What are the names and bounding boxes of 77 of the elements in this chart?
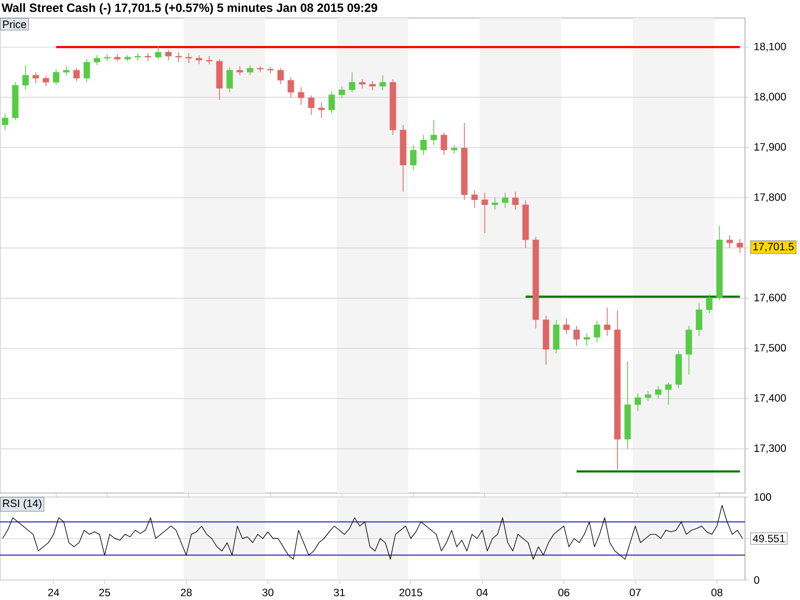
candlestick <box>706 294 712 314</box>
x-tick-label: 30 <box>262 588 274 596</box>
x-tick-label: 08 <box>711 588 722 596</box>
candlestick <box>430 120 437 146</box>
y-tick-label: 18,000 <box>754 92 786 102</box>
x-tick-label: 24 <box>48 588 60 596</box>
candlestick <box>420 134 427 156</box>
candlestick <box>736 238 744 254</box>
y-tick-label: 17,600 <box>754 294 786 303</box>
candlestick <box>573 325 580 346</box>
candlestick <box>492 197 498 210</box>
candlestick <box>236 66 244 76</box>
candlestick <box>584 332 590 346</box>
y-tick-label: 17,300 <box>754 444 786 454</box>
candlestick <box>644 390 652 402</box>
y-tick-label: 17,500 <box>754 344 786 353</box>
x-tick-label: 31 <box>334 588 345 596</box>
candlestick <box>226 66 233 93</box>
candlestick <box>42 76 50 87</box>
chart-title: Wall Street Cash (-) 17,701.5 (+0.57%) 5 minutes Jan 08 2015 09:29 <box>2 3 378 14</box>
candlestick <box>186 52 192 64</box>
y-tick-label: 17,900 <box>754 143 786 152</box>
candlestick <box>696 302 702 336</box>
x-tick-label: 04 <box>476 588 488 596</box>
candlestick <box>94 54 100 66</box>
candlestick <box>288 76 294 98</box>
candlestick <box>634 393 642 412</box>
candlestick <box>84 58 90 83</box>
candlestick <box>594 320 600 343</box>
candlestick <box>369 80 376 91</box>
candlestick <box>665 382 672 406</box>
candlestick <box>32 72 39 84</box>
candlestick <box>348 72 356 93</box>
candlestick <box>338 86 346 99</box>
x-tick-label: 25 <box>99 588 110 596</box>
candlestick <box>380 74 386 91</box>
candlestick <box>277 68 284 85</box>
candlestick <box>328 90 335 114</box>
candlestick <box>22 64 29 90</box>
candlestick <box>471 190 478 208</box>
candlestick <box>359 78 366 89</box>
candlestick <box>655 386 662 399</box>
candlestick <box>563 318 570 335</box>
y-tick-label: 0 <box>754 576 760 584</box>
text: 49.551 <box>752 534 785 542</box>
y-tick-label: 17,800 <box>754 193 786 202</box>
candlestick <box>52 68 60 86</box>
y-axis-title: RSI (14) <box>3 499 42 510</box>
x-tick-label: 28 <box>180 588 192 596</box>
candlestick <box>512 191 519 210</box>
candlestick <box>440 132 448 156</box>
y-axis-title: Price <box>3 20 26 28</box>
text: 17,701.5 <box>753 242 794 252</box>
candlestick <box>165 50 172 61</box>
candlestick <box>308 94 314 116</box>
y-tick-label: 100 <box>754 493 772 501</box>
candlestick <box>318 102 325 118</box>
candlestick <box>298 86 304 106</box>
x-tick-label: 07 <box>630 588 641 596</box>
x-tick-label: 2015 <box>399 588 422 596</box>
candlestick <box>144 52 152 62</box>
candlestick <box>410 144 417 171</box>
candlestick <box>482 192 488 234</box>
candlestick <box>196 54 202 65</box>
candlestick <box>502 192 508 208</box>
candlestick <box>604 307 610 336</box>
y-tick-label: 18,100 <box>754 42 786 52</box>
candlestick <box>2 112 8 130</box>
candlestick <box>154 46 162 60</box>
candlestick <box>246 64 254 76</box>
candlestick <box>175 52 182 63</box>
candlestick <box>63 66 70 76</box>
x-tick-label: 06 <box>558 588 570 596</box>
candlestick <box>267 66 274 74</box>
candlestick <box>726 235 733 248</box>
y-tick-label: 17,400 <box>754 394 786 403</box>
candlestick <box>73 68 80 82</box>
